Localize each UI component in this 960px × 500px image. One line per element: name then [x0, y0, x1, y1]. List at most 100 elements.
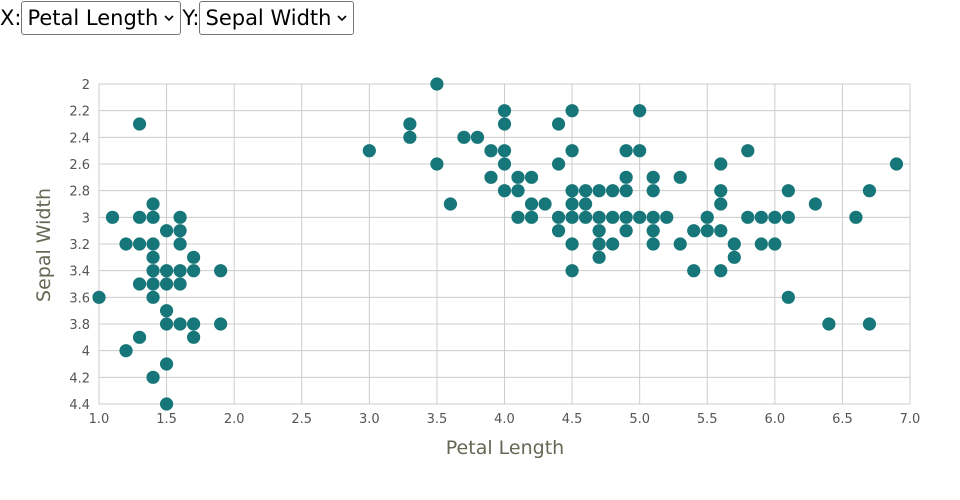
- data-point: [159, 304, 174, 318]
- data-point: [430, 157, 444, 171]
- data-point: [592, 237, 606, 251]
- data-points: [92, 77, 904, 411]
- data-point: [606, 210, 620, 224]
- data-point: [606, 237, 620, 251]
- data-point: [606, 184, 620, 198]
- data-point: [551, 210, 566, 224]
- data-point: [524, 170, 539, 184]
- data-point: [754, 210, 768, 224]
- data-point: [714, 157, 728, 171]
- data-point: [119, 237, 133, 251]
- data-point: [105, 210, 120, 224]
- data-point: [159, 397, 174, 411]
- data-point: [173, 277, 187, 291]
- data-point: [727, 237, 741, 251]
- data-point: [565, 210, 579, 224]
- y-tick-label: 4: [82, 345, 90, 360]
- data-point: [673, 170, 687, 184]
- x-tick-label: 4.0: [494, 412, 515, 427]
- data-point: [619, 224, 633, 238]
- data-point: [159, 357, 174, 371]
- x-axis-select[interactable]: Petal Length: [21, 1, 182, 35]
- data-point: [646, 210, 660, 224]
- data-point: [619, 184, 633, 198]
- data-point: [646, 184, 660, 198]
- data-point: [619, 170, 633, 184]
- data-point: [633, 104, 647, 118]
- data-point: [781, 210, 795, 224]
- data-point: [173, 317, 187, 331]
- data-point: [511, 184, 525, 198]
- axis-controls: X: Petal Length Y: Sepal Width: [0, 0, 355, 36]
- data-point: [700, 224, 714, 238]
- data-point: [565, 264, 579, 278]
- data-point: [484, 144, 498, 158]
- data-point: [579, 210, 593, 224]
- data-point: [146, 264, 160, 278]
- data-point: [687, 264, 701, 278]
- y-tick-labels: 2 2.2 2.4 2.6 2.8 3 3.2 3.4 3.6 3.8 4 4.2 4.4: [69, 78, 90, 413]
- y-axis-title: Sepal Width: [33, 188, 55, 302]
- data-point: [146, 290, 160, 304]
- data-point: [187, 330, 201, 344]
- data-point: [633, 144, 647, 158]
- x-tick-labels: 1.0 1.5 2.0 2.5 3.0 3.5 4.0 4.5 5.0 5.5 6.0 6.5 7.0: [89, 412, 921, 427]
- data-point: [132, 210, 147, 224]
- data-point: [159, 264, 174, 278]
- y-tick-label: 2: [82, 78, 90, 93]
- data-point: [754, 237, 768, 251]
- data-point: [538, 197, 552, 211]
- data-point: [687, 224, 701, 238]
- data-point: [187, 250, 201, 264]
- data-point: [822, 317, 836, 331]
- data-point: [497, 104, 512, 118]
- data-point: [646, 170, 660, 184]
- data-point: [565, 237, 579, 251]
- data-point: [173, 224, 187, 238]
- data-point: [132, 330, 147, 344]
- y-tick-label: 4.4: [69, 398, 90, 413]
- data-point: [92, 290, 106, 304]
- data-point: [484, 170, 498, 184]
- data-point: [714, 264, 728, 278]
- data-point: [646, 237, 660, 251]
- data-point: [524, 197, 539, 211]
- x-tick-label: 4.5: [562, 412, 583, 427]
- data-point: [700, 210, 714, 224]
- gridlines: [98, 83, 911, 405]
- y-tick-label: 2.4: [69, 131, 90, 146]
- data-point: [551, 224, 566, 238]
- data-point: [457, 130, 471, 144]
- data-point: [727, 250, 741, 264]
- data-point: [741, 210, 755, 224]
- data-point: [159, 224, 174, 238]
- x-tick-label: 1.0: [89, 412, 110, 427]
- data-point: [146, 277, 160, 291]
- data-point: [781, 184, 795, 198]
- y-tick-label: 3: [82, 211, 90, 226]
- y-tick-label: 2.2: [69, 105, 90, 120]
- data-point: [132, 117, 147, 131]
- data-point: [551, 157, 566, 171]
- data-point: [579, 197, 593, 211]
- data-point: [173, 237, 187, 251]
- data-point: [565, 104, 579, 118]
- data-point: [633, 210, 647, 224]
- data-point: [173, 264, 187, 278]
- data-point: [889, 157, 904, 171]
- data-point: [443, 197, 458, 211]
- y-tick-label: 3.8: [69, 318, 90, 333]
- data-point: [173, 210, 187, 224]
- x-tick-label: 3.0: [359, 412, 380, 427]
- x-axis-select-value: Petal Length: [27, 6, 159, 30]
- data-point: [497, 117, 512, 131]
- x-axis-title: Petal Length: [446, 437, 564, 459]
- x-tick-label: 5.5: [697, 412, 718, 427]
- data-point: [646, 224, 660, 238]
- y-select-label: Y:: [182, 6, 200, 30]
- y-axis-select[interactable]: Sepal Width: [199, 1, 355, 35]
- data-point: [403, 117, 417, 131]
- x-tick-label: 6.0: [764, 412, 785, 427]
- data-point: [146, 370, 160, 384]
